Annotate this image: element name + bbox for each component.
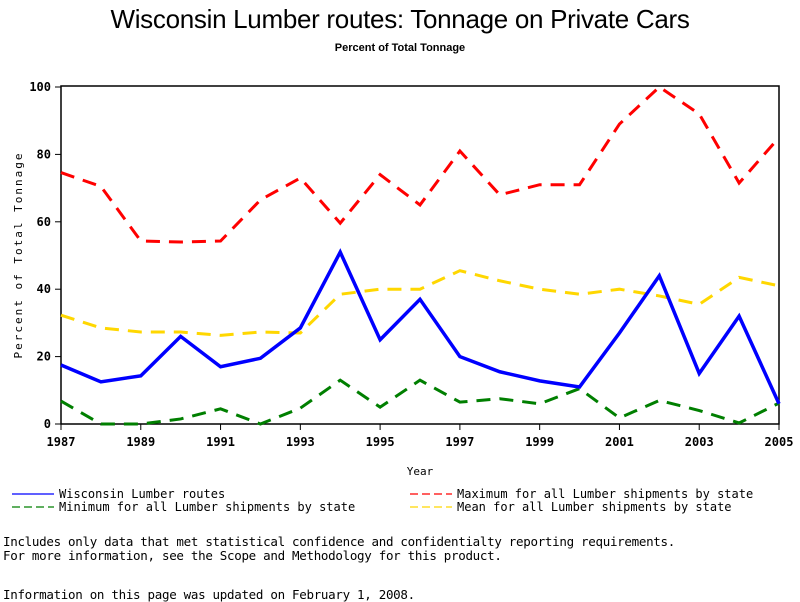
x-tick-label: 1991	[206, 435, 235, 449]
x-tick-label: 1989	[126, 435, 155, 449]
series-line-1	[61, 87, 779, 242]
legend-label: Wisconsin Lumber routes	[59, 487, 225, 501]
x-tick-label: 2001	[605, 435, 634, 449]
x-tick-label: 1993	[286, 435, 315, 449]
axes: 0 20 40 60 80 100 1987 1989 1991 1993 1995 1997 1999…	[29, 80, 793, 449]
y-tick-label: 80	[37, 147, 51, 161]
plot-frame	[61, 86, 779, 424]
y-tick-label: 40	[37, 282, 51, 296]
x-tick-label: 2005	[765, 435, 794, 449]
legend-label: Maximum for all Lumber shipments by stat…	[457, 487, 753, 501]
x-axis-title: Year	[407, 465, 434, 478]
note-confidence: Includes only data that met statistical …	[3, 534, 675, 549]
x-tick-label: 1999	[525, 435, 554, 449]
legend-label: Minimum for all Lumber shipments by stat…	[59, 500, 355, 514]
x-tick-label: 1995	[366, 435, 395, 449]
legend-label: Mean for all Lumber shipments by state	[457, 500, 732, 514]
y-tick-label: 60	[37, 215, 51, 229]
legend: Wisconsin Lumber routes Maximum for all L…	[12, 487, 753, 514]
y-tick-label: 100	[29, 80, 51, 94]
series-layer	[61, 87, 779, 424]
y-tick-label: 0	[44, 417, 51, 431]
series-line-2	[61, 380, 779, 424]
x-tick-label: 1987	[47, 435, 76, 449]
x-tick-label: 1997	[445, 435, 474, 449]
y-tick-label: 20	[37, 350, 51, 364]
note-methodology: For more information, see the Scope and …	[3, 548, 502, 563]
x-tick-label: 2003	[685, 435, 714, 449]
y-axis-title: Percent of Total Tonnage	[12, 152, 25, 359]
